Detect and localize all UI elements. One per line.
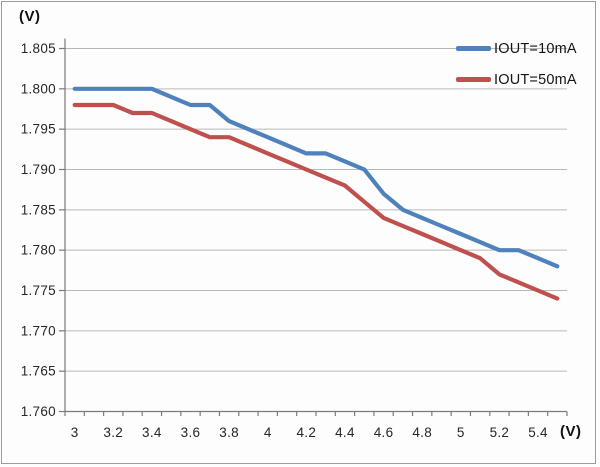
y-tick-label: 1.765 [21, 364, 56, 379]
series-line-iout-10ma [72, 86, 560, 269]
x-tick-label: 5.4 [528, 425, 548, 440]
legend-item-iout-50ma: IOUT=50mA [456, 71, 577, 88]
y-tick-label: 1.800 [21, 81, 56, 96]
x-tick-label: 4.6 [374, 425, 394, 440]
y-tick-label: 1.780 [21, 243, 56, 258]
x-tick-label: 3.2 [103, 425, 123, 440]
legend-item-iout-10ma: IOUT=10mA [456, 40, 577, 57]
y-tick-label: 1.805 [21, 41, 56, 56]
x-tick-label: 4.8 [412, 425, 432, 440]
y-axis-unit-label: (V) [19, 8, 41, 25]
legend-label-10ma: IOUT=10mA [494, 40, 577, 57]
x-tick-label: 5 [457, 425, 465, 440]
y-tick-label: 1.790 [21, 162, 56, 177]
x-tick-label: 3.4 [142, 425, 162, 440]
x-tick-label: 4.4 [335, 425, 355, 440]
legend-label-50ma: IOUT=50mA [494, 71, 577, 88]
x-tick-label: 4.2 [297, 425, 317, 440]
y-tick-label: 1.795 [21, 122, 56, 137]
y-tick-label: 1.770 [21, 323, 56, 338]
x-axis-unit-label: (V) [560, 423, 582, 440]
x-tick-label: 3.6 [181, 425, 201, 440]
x-tick-label: 4 [264, 425, 272, 440]
x-tick-label: 3.8 [219, 425, 239, 440]
x-tick-label: 5.2 [490, 425, 510, 440]
series-line-iout-50ma [72, 102, 560, 301]
y-tick-label: 1.775 [21, 283, 56, 298]
x-tick-label: 3 [71, 425, 79, 440]
y-tick-label: 1.760 [21, 404, 56, 419]
legend-line-swatch-50ma [456, 77, 491, 82]
y-tick-label: 1.785 [21, 202, 56, 217]
legend-line-swatch-10ma [456, 46, 491, 51]
